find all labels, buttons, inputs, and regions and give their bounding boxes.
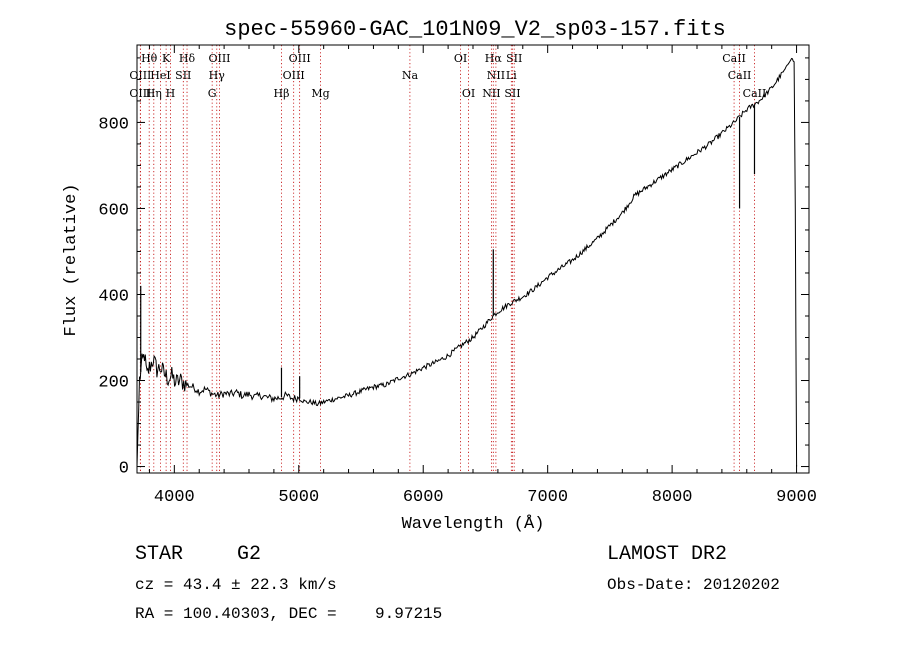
line-marker-label: HeI bbox=[150, 69, 170, 82]
x-tick-label: 8000 bbox=[652, 488, 693, 507]
chart-title: spec-55960-GAC_101N09_V2_sp03-157.fits bbox=[224, 17, 726, 42]
spectrum-line bbox=[136, 57, 798, 467]
y-axis-label: Flux (relative) bbox=[62, 183, 81, 336]
line-marker-label: Hδ bbox=[179, 52, 196, 65]
series-layer bbox=[136, 57, 798, 467]
line-marker-label: OIII bbox=[129, 87, 151, 100]
obs-date: Obs-Date: 20120202 bbox=[607, 576, 780, 594]
x-tick-label: 7000 bbox=[527, 488, 568, 507]
line-marker-label: H bbox=[166, 87, 176, 100]
plot-frame bbox=[136, 44, 810, 474]
line-marker-label: K bbox=[162, 52, 171, 65]
line-marker-label: Na bbox=[402, 69, 419, 82]
x-tick-label: 9000 bbox=[776, 488, 817, 507]
x-tick-label: 5000 bbox=[278, 488, 319, 507]
line-marker-label: Hθ bbox=[141, 52, 158, 65]
line-marker-label: SII bbox=[504, 87, 520, 100]
line-marker-label: NII bbox=[482, 87, 500, 100]
line-marker-label: SII bbox=[175, 69, 191, 82]
axis-ticks: 4000 5000 6000 7000 8000 9000 0 200 400 600 800 bbox=[98, 45, 817, 507]
line-marker-label: OI bbox=[454, 52, 467, 65]
line-marker-label: Hβ bbox=[274, 87, 290, 100]
line-marker-label: CaII bbox=[728, 69, 752, 82]
line-marker-label: CaII bbox=[743, 87, 767, 100]
y-tick-label: 600 bbox=[98, 201, 129, 220]
line-marker-label: NII bbox=[487, 69, 505, 82]
x-tick-label: 6000 bbox=[403, 488, 444, 507]
line-marker-label: OIII bbox=[283, 69, 305, 82]
x-axis-label: Wavelength (Å) bbox=[402, 515, 545, 534]
line-marker-label: OI bbox=[462, 87, 475, 100]
object-class: STAR bbox=[135, 543, 184, 566]
line-marker-label: OIII bbox=[289, 52, 311, 65]
y-tick-label: 800 bbox=[98, 115, 129, 134]
coordinates: RA = 100.40303, DEC = 9.97215 bbox=[135, 605, 443, 623]
object-subclass: G2 bbox=[237, 543, 262, 566]
line-marker-label: CaII bbox=[722, 52, 746, 65]
line-marker-label: Hγ bbox=[209, 69, 226, 82]
line-marker-label: OIII bbox=[208, 52, 230, 65]
y-tick-label: 200 bbox=[98, 374, 129, 393]
line-marker-label: Hα bbox=[485, 52, 503, 65]
line-marker-label: OIII bbox=[129, 69, 151, 82]
y-tick-label: 0 bbox=[119, 460, 129, 479]
x-tick-label: 4000 bbox=[154, 488, 195, 507]
redshift-readout: cz = 43.4 ± 22.3 km/s bbox=[135, 576, 337, 594]
line-marker-label: Hη bbox=[146, 87, 162, 100]
line-marker-label: SII bbox=[506, 52, 522, 65]
line-marker-label: Li bbox=[506, 69, 517, 82]
survey-name: LAMOST DR2 bbox=[607, 543, 728, 566]
line-marker-label: G bbox=[208, 87, 217, 100]
y-tick-label: 400 bbox=[98, 287, 129, 306]
line-marker-label: Mg bbox=[311, 87, 329, 100]
